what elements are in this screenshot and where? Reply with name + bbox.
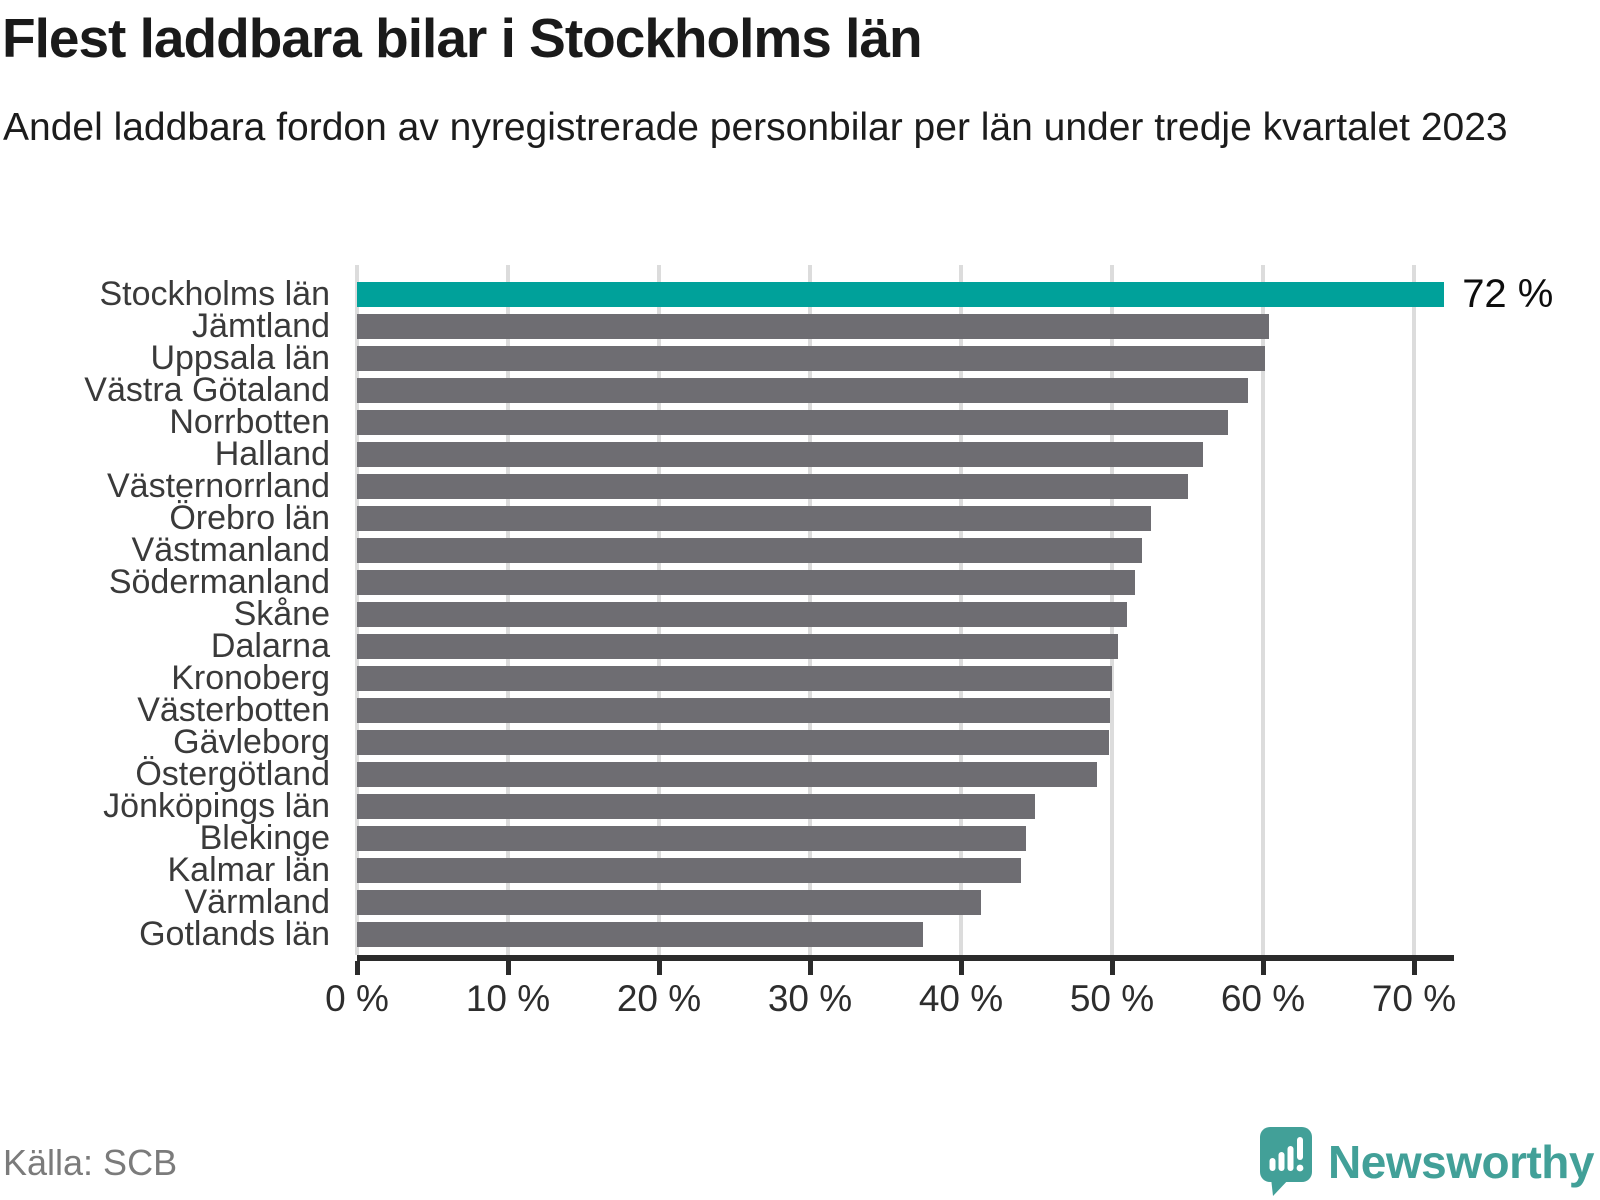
tick-mark bbox=[1109, 961, 1115, 975]
category-label: Gävleborg bbox=[173, 723, 330, 761]
bar bbox=[357, 665, 1112, 691]
bar-row: Dalarna bbox=[0, 627, 1600, 665]
tick-label: 60 % bbox=[1220, 978, 1306, 1019]
bar-row: Kalmar län bbox=[0, 851, 1600, 889]
bar bbox=[357, 345, 1265, 371]
bar-row: Jämtland bbox=[0, 307, 1600, 345]
bar-row: Stockholms län bbox=[0, 275, 1600, 313]
category-label: Blekinge bbox=[199, 819, 330, 857]
chart-subtitle: Andel laddbara fordon av nyregistrerade … bbox=[3, 106, 1508, 149]
bar-rows: Stockholms län Jämtland Uppsala län Västra … bbox=[0, 275, 1600, 953]
bar bbox=[357, 857, 1022, 883]
tick-label: 10 % bbox=[465, 978, 551, 1019]
tick-mark bbox=[354, 961, 360, 975]
tick-label: 20 % bbox=[616, 978, 702, 1019]
category-label: Jämtland bbox=[192, 307, 330, 345]
bar bbox=[357, 697, 1111, 723]
bar bbox=[357, 601, 1128, 627]
newsworthy-wordmark: Newsworthy bbox=[1328, 1135, 1594, 1188]
bar-row: Kronoberg bbox=[0, 659, 1600, 697]
tick-label: 40 % bbox=[918, 978, 1004, 1019]
category-label: Halland bbox=[214, 435, 330, 473]
bar bbox=[357, 537, 1143, 563]
top-bar-value-label: 72 % bbox=[1462, 272, 1554, 316]
bar-chart: Stockholms län Jämtland Uppsala län Västra … bbox=[0, 230, 1600, 1035]
bar-row: Uppsala län bbox=[0, 339, 1600, 377]
bar bbox=[357, 793, 1035, 819]
chart-title: Flest laddbara bilar i Stockholms län bbox=[2, 7, 923, 69]
bar bbox=[357, 729, 1109, 755]
category-label: Dalarna bbox=[210, 627, 330, 665]
bar-row: Västernorrland bbox=[0, 467, 1600, 505]
bar bbox=[357, 313, 1270, 339]
category-label: Uppsala län bbox=[150, 339, 330, 377]
bar-row: Örebro län bbox=[0, 499, 1600, 537]
bar bbox=[357, 505, 1152, 531]
category-label: Skåne bbox=[233, 595, 330, 633]
category-label: Västra Götaland bbox=[84, 371, 330, 409]
source-caption: Källa: SCB bbox=[3, 1142, 178, 1183]
tick-label: 70 % bbox=[1371, 978, 1457, 1019]
bar-row: Halland bbox=[0, 435, 1600, 473]
x-axis-line bbox=[357, 955, 1454, 961]
bar-row: Norrbotten bbox=[0, 403, 1600, 441]
bar bbox=[357, 761, 1097, 787]
bar bbox=[357, 921, 924, 947]
tick-mark bbox=[958, 961, 964, 975]
tick-label: 50 % bbox=[1069, 978, 1155, 1019]
category-label: Södermanland bbox=[108, 563, 330, 601]
bar-row: Värmland bbox=[0, 883, 1600, 921]
bar bbox=[357, 633, 1119, 659]
bar-row: Västra Götaland bbox=[0, 371, 1600, 409]
category-label: Västerbotten bbox=[137, 691, 330, 729]
bar-row: Gotlands län bbox=[0, 915, 1600, 953]
bar-row: Västerbotten bbox=[0, 691, 1600, 729]
category-label: Gotlands län bbox=[139, 915, 330, 953]
category-label: Jönköpings län bbox=[103, 787, 330, 825]
bar bbox=[357, 473, 1188, 499]
tick-label: 0 % bbox=[325, 978, 389, 1019]
bar-row: Skåne bbox=[0, 595, 1600, 633]
bar-row: Gävleborg bbox=[0, 723, 1600, 761]
bar bbox=[357, 409, 1229, 435]
bar bbox=[357, 377, 1248, 403]
category-label: Östergötland bbox=[135, 755, 330, 793]
newsworthy-pin-icon bbox=[1260, 1127, 1313, 1196]
bar bbox=[357, 441, 1203, 467]
newsworthy-logo: Newsworthy bbox=[1259, 1126, 1594, 1197]
bar-row: Jönköpings län bbox=[0, 787, 1600, 825]
bar bbox=[357, 825, 1026, 851]
category-label: Kronoberg bbox=[171, 659, 330, 697]
bar-row: Södermanland bbox=[0, 563, 1600, 601]
gridline bbox=[1412, 265, 1416, 955]
bar-row: Östergötland bbox=[0, 755, 1600, 793]
tick-mark bbox=[807, 961, 813, 975]
tick-mark bbox=[1260, 961, 1266, 975]
category-label: Värmland bbox=[184, 883, 330, 921]
bar bbox=[357, 281, 1445, 307]
category-label: Stockholms län bbox=[99, 275, 330, 313]
category-label: Örebro län bbox=[169, 499, 330, 537]
category-label: Västernorrland bbox=[106, 467, 330, 505]
tick-label: 30 % bbox=[767, 978, 853, 1019]
tick-mark bbox=[1411, 961, 1417, 975]
tick-mark bbox=[656, 961, 662, 975]
bar bbox=[357, 569, 1135, 595]
tick-mark bbox=[505, 961, 511, 975]
gridline bbox=[1261, 265, 1265, 955]
category-label: Kalmar län bbox=[167, 851, 330, 889]
bar-row: Blekinge bbox=[0, 819, 1600, 857]
bar-row: Västmanland bbox=[0, 531, 1600, 569]
bar bbox=[357, 889, 981, 915]
category-label: Norrbotten bbox=[169, 403, 330, 441]
category-label: Västmanland bbox=[131, 531, 330, 569]
